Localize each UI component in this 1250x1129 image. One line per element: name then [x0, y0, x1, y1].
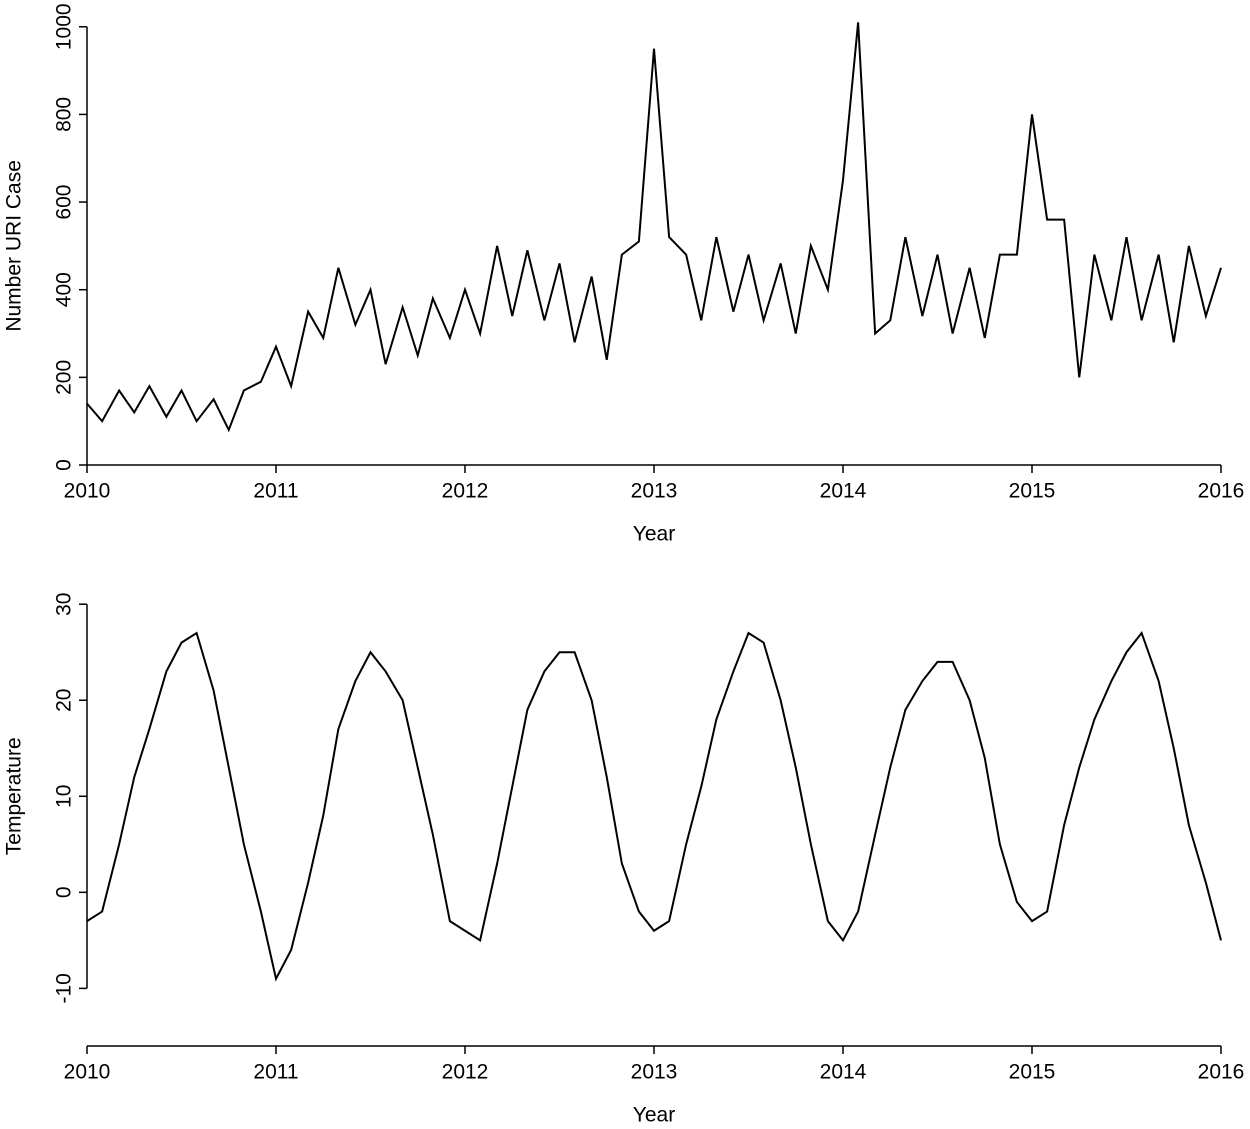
y-tick-label: 600: [53, 185, 76, 220]
data-line: [86, 22, 1222, 433]
y-axis-title: Number URI Case: [3, 160, 26, 332]
y-tick-label: 200: [53, 360, 76, 395]
y-tick-label: 1000: [53, 3, 76, 50]
x-axis-title: Year: [633, 1104, 675, 1127]
x-tick-label: 2015: [1009, 480, 1056, 503]
x-tick-label: 2011: [253, 1061, 298, 1084]
x-tick-label: 2010: [64, 480, 111, 503]
x-tick-label: 2012: [442, 480, 489, 503]
y-tick-label: 0: [53, 459, 76, 471]
data-line: [86, 630, 1222, 982]
x-tick-label: 2014: [820, 1061, 867, 1084]
x-tick-label: 2016: [1198, 1061, 1245, 1084]
x-tick-label: 2015: [1009, 1061, 1056, 1084]
x-tick-label: 2011: [253, 480, 298, 503]
y-tick-label: 0: [53, 886, 76, 898]
y-tick-label: 20: [53, 689, 76, 712]
x-tick-label: 2014: [820, 480, 867, 503]
x-tick-label: 2013: [631, 1061, 678, 1084]
x-tick-label: 2012: [442, 1061, 489, 1084]
y-tick-label: 30: [53, 593, 76, 616]
x-tick-label: 2016: [1198, 480, 1245, 503]
x-tick-label: 2013: [631, 480, 678, 503]
y-tick-label: 800: [53, 97, 76, 132]
x-axis-title: Year: [633, 523, 675, 546]
y-axis-title: Temperature: [3, 737, 26, 855]
y-tick-label: -10: [53, 973, 76, 1003]
y-tick-label: 400: [53, 272, 76, 307]
y-tick-label: 10: [53, 785, 76, 808]
x-tick-label: 2010: [64, 1061, 111, 1084]
